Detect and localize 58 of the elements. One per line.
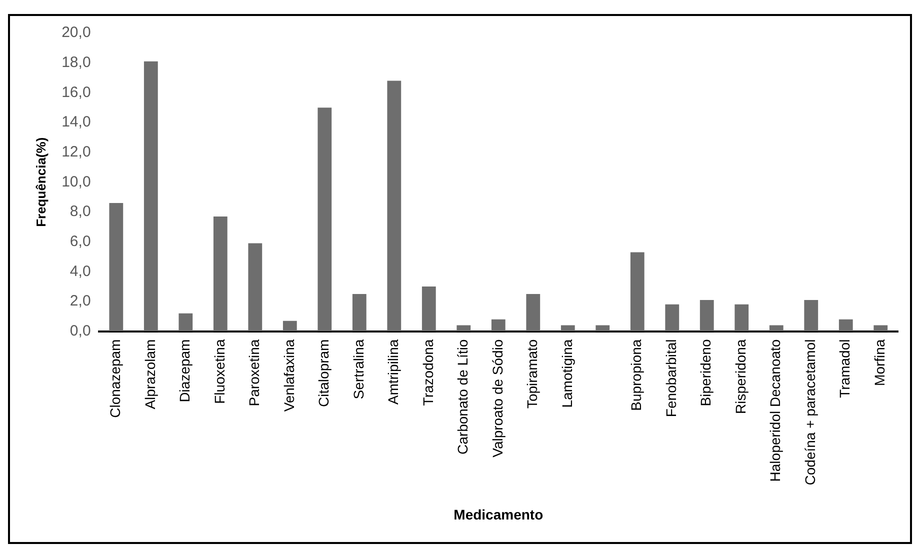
bar <box>596 325 610 332</box>
y-tick-label: 4,0 <box>70 262 91 280</box>
bar <box>109 203 124 332</box>
bar <box>560 325 575 332</box>
y-tick-label: 18,0 <box>62 54 91 71</box>
x-tick-label: Bupropiona <box>628 339 644 411</box>
x-tick-label: Codeína + paracetamol <box>802 339 818 486</box>
x-tick-label: Venlafaxina <box>280 339 297 412</box>
y-tick-label: 20,0 <box>62 24 91 42</box>
x-tick-label: Topiramato <box>524 339 540 409</box>
x-tick-label: Sertralina <box>350 339 366 400</box>
bar <box>491 319 506 332</box>
y-tick-label: 8,0 <box>70 203 91 220</box>
bar <box>700 300 714 332</box>
bar <box>387 80 402 332</box>
bar <box>248 243 262 332</box>
x-tick-label: Fluoxetina <box>211 339 228 404</box>
bar <box>456 325 471 332</box>
bar <box>422 286 436 332</box>
x-tick-label: Carbonato de Lítio <box>454 339 471 454</box>
y-tick-label: 2,0 <box>70 292 91 310</box>
x-tick-label: Valproato de Sódio <box>489 339 506 458</box>
bar <box>213 216 228 332</box>
bar <box>838 319 853 332</box>
x-tick-label: Amtripilina <box>385 339 402 405</box>
x-tick-label: Paroxetina <box>246 339 262 406</box>
y-tick-label: 16,0 <box>62 84 91 101</box>
y-tick-label: 6,0 <box>70 232 91 250</box>
bar <box>282 320 297 332</box>
x-tick-label: Alprazolam <box>142 339 158 410</box>
bar <box>318 108 332 332</box>
x-tick-label: Haloperidol Decanoato <box>767 339 784 482</box>
y-axis-title: Frequência(%) <box>33 137 48 227</box>
bar <box>734 304 749 332</box>
bar <box>630 252 644 332</box>
bar <box>769 325 784 332</box>
bar <box>874 325 888 332</box>
x-tick-label: Diazepam <box>176 339 193 402</box>
y-tick-label: 10,0 <box>62 173 91 190</box>
x-tick-label: Citalopram <box>316 339 332 407</box>
x-tick-label: Biperideno <box>698 339 714 406</box>
x-tick-label: Lamotigina <box>558 339 575 408</box>
y-tick-label: 0,0 <box>70 322 91 340</box>
x-tick-label: Tramadol <box>836 339 853 398</box>
x-tick-label: Clonazepam <box>107 339 124 418</box>
bar <box>178 313 193 332</box>
bar <box>804 300 818 332</box>
y-tick-label: 14,0 <box>62 114 91 131</box>
x-axis-title: Medicamento <box>454 506 544 522</box>
x-tick-label: Risperidona <box>732 339 748 414</box>
x-tick-label: Morfina <box>871 339 888 386</box>
y-tick-label: 12,0 <box>62 143 91 160</box>
bar <box>665 304 680 332</box>
x-tick-label: Fenobarbital <box>662 339 679 418</box>
bar <box>526 294 540 332</box>
bar <box>352 294 366 332</box>
bar <box>144 61 158 332</box>
x-tick-label: Trazodona <box>420 339 436 406</box>
